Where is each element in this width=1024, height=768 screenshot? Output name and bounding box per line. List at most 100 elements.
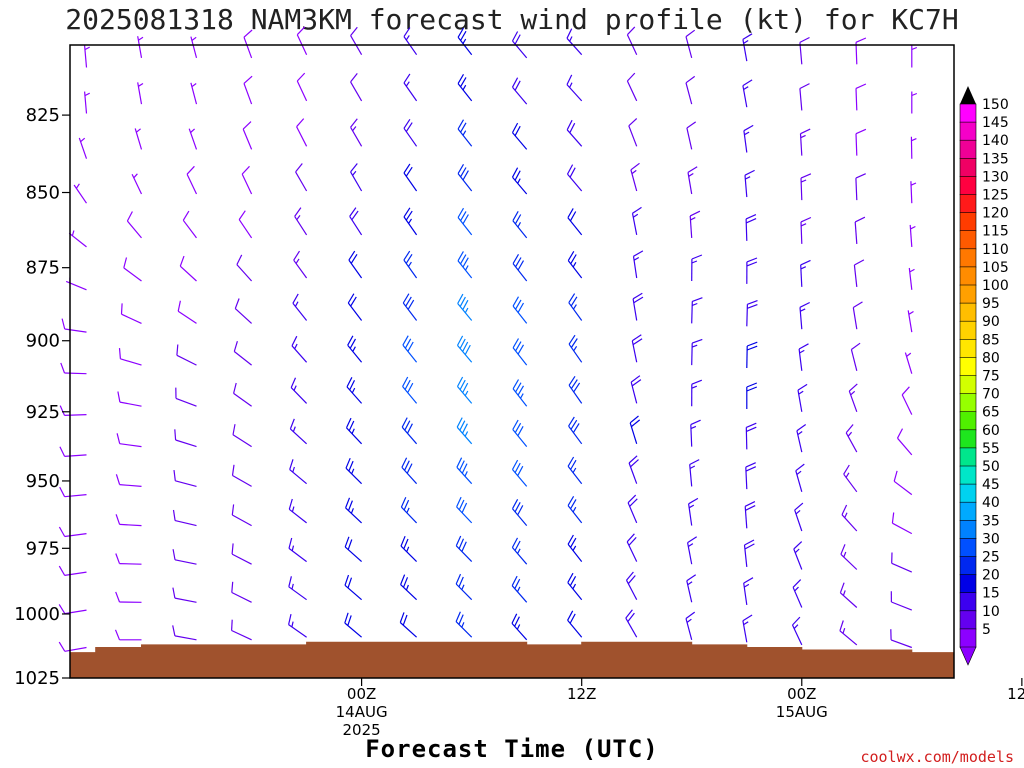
barb-feather bbox=[746, 422, 757, 428]
barb-feather bbox=[627, 575, 636, 585]
barb-feather bbox=[464, 471, 468, 477]
barb-feather bbox=[405, 166, 413, 177]
barb-feather bbox=[690, 425, 697, 430]
barb-feather bbox=[747, 300, 758, 305]
barb-feather bbox=[405, 81, 410, 87]
barb-feather bbox=[567, 495, 575, 506]
barb-feather bbox=[746, 341, 758, 347]
barb-feather bbox=[138, 36, 144, 41]
barb-feather bbox=[400, 535, 406, 547]
barb-feather bbox=[794, 502, 804, 511]
barb-feather bbox=[459, 338, 466, 349]
barb-feather bbox=[689, 210, 701, 217]
barb-feather bbox=[347, 615, 352, 626]
colorbar-box bbox=[959, 483, 977, 503]
barb-shaft bbox=[243, 83, 253, 105]
barb-feather bbox=[173, 470, 176, 481]
barb-feather bbox=[403, 499, 410, 511]
barb-feather bbox=[800, 173, 812, 179]
barb-feather bbox=[399, 612, 405, 623]
barb-feather bbox=[462, 170, 469, 181]
wind-barbs bbox=[58, 26, 918, 652]
barb-feather bbox=[798, 390, 804, 395]
barb-feather bbox=[745, 218, 757, 224]
barb-feather bbox=[117, 391, 121, 403]
barb-feather bbox=[351, 428, 355, 434]
barb-feather bbox=[172, 587, 176, 599]
barb-feather bbox=[570, 419, 578, 430]
barb-feather bbox=[296, 26, 306, 36]
barb-feather bbox=[407, 341, 414, 352]
barb-feather bbox=[514, 214, 522, 225]
barb-feather bbox=[691, 385, 698, 389]
barb-feather bbox=[231, 543, 234, 555]
barb-feather bbox=[348, 250, 356, 261]
barb-feather bbox=[691, 254, 703, 260]
barb-feather bbox=[238, 210, 246, 220]
barb-feather bbox=[631, 334, 642, 342]
barb-feather bbox=[347, 293, 355, 304]
barb-feather bbox=[114, 629, 121, 641]
barb-feather bbox=[515, 382, 522, 393]
colorbar-label: 90 bbox=[982, 314, 1000, 330]
x-axis-title: Forecast Time (UTC) bbox=[365, 735, 659, 763]
barb-feather bbox=[347, 335, 354, 346]
barb-feather bbox=[632, 206, 642, 214]
colorbar-box bbox=[959, 284, 977, 304]
barb-feather bbox=[843, 551, 847, 558]
barb-feather bbox=[628, 455, 638, 464]
barb-feather bbox=[172, 509, 176, 521]
barb-feather bbox=[631, 419, 641, 428]
barb-feather bbox=[744, 501, 756, 507]
barb-feather bbox=[844, 512, 848, 518]
barb-feather bbox=[461, 502, 468, 513]
barb-shaft bbox=[119, 523, 142, 527]
barb-feather bbox=[516, 624, 521, 630]
barb-feather bbox=[347, 577, 353, 589]
barb-feather bbox=[231, 581, 234, 593]
barb-feather bbox=[118, 348, 121, 359]
barb-feather bbox=[566, 28, 573, 39]
barb-shaft bbox=[890, 639, 913, 649]
barb-feather bbox=[457, 119, 465, 130]
barb-shaft bbox=[891, 601, 913, 611]
barb-feather bbox=[799, 301, 810, 308]
barb-shaft bbox=[174, 635, 197, 641]
barb-shaft bbox=[175, 397, 197, 407]
barb-shaft bbox=[241, 173, 253, 195]
x-axis: 00Z14AUG202512Z00Z15AUG12Z00Z16AUG bbox=[336, 678, 1024, 739]
barb-shaft bbox=[799, 42, 803, 65]
barb-feather bbox=[234, 298, 240, 309]
barb-feather bbox=[796, 470, 802, 475]
barb-shaft bbox=[233, 351, 252, 366]
colorbar-box bbox=[959, 158, 977, 178]
x-tick-label: 00Z bbox=[787, 685, 816, 703]
barb-feather bbox=[288, 576, 292, 587]
barb-feather bbox=[800, 223, 807, 227]
barb-feather bbox=[567, 534, 574, 545]
barb-feather bbox=[743, 39, 749, 44]
colorbar-box bbox=[959, 393, 977, 413]
barb-feather bbox=[291, 583, 294, 590]
barb-feather bbox=[569, 167, 576, 178]
barb-feather bbox=[514, 578, 521, 589]
barb-feather bbox=[459, 460, 465, 471]
barb-feather bbox=[514, 170, 521, 181]
barb-feather bbox=[800, 266, 807, 270]
barb-feather bbox=[633, 256, 640, 261]
barb-shaft bbox=[238, 219, 253, 239]
barb-shaft bbox=[64, 571, 87, 576]
barb-feather bbox=[400, 496, 407, 508]
barb-feather bbox=[746, 261, 758, 267]
barb-feather bbox=[291, 335, 298, 347]
barb-shaft bbox=[231, 553, 252, 565]
barb-feather bbox=[512, 253, 520, 264]
colorbar-box bbox=[959, 248, 977, 268]
barb-shaft bbox=[691, 301, 693, 324]
barb-feather bbox=[58, 641, 66, 652]
barb-feather bbox=[512, 419, 519, 430]
barb-feather bbox=[689, 459, 700, 466]
barb-feather bbox=[174, 429, 177, 441]
barb-feather bbox=[345, 417, 352, 429]
